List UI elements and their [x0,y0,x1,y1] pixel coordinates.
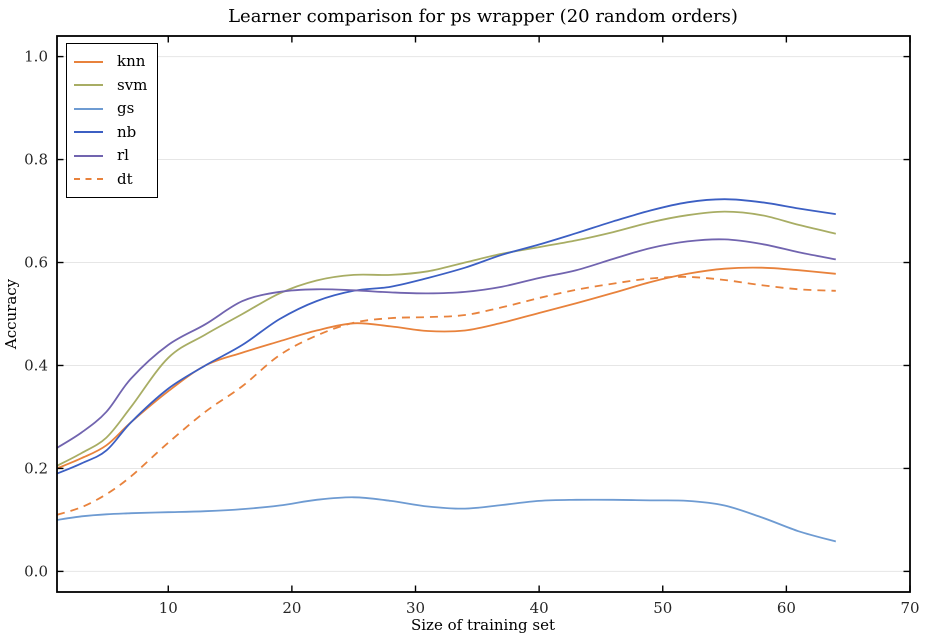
series-knn-line [56,266,836,470]
x-tick-label: 70 [900,599,919,617]
legend-line-sample-knn [74,60,103,63]
series-svm-line [56,210,837,467]
y-tick-label: 0.0 [24,562,48,580]
legend-item-rl: rl [74,144,157,168]
grid-layer [57,56,910,572]
series-gs-line [56,496,837,543]
legend-item-label: knn [117,52,146,71]
legend-line-sample-gs [74,107,103,110]
y-tick-label: 0.6 [24,254,48,272]
legend-item-svm: svm [74,74,157,98]
tick-labels-layer: 10 20 30 40 50 60 70 0.0 0.2 0.4 0.6 0.8 1.0 [24,48,919,617]
y-tick-label: 0.8 [24,151,48,169]
x-tick-label: 10 [159,599,178,617]
axes-frame [56,35,911,593]
y-axis-label: Accuracy [2,278,20,350]
series-dt-line [56,275,836,516]
x-tick-label: 30 [406,599,425,617]
curves-layer [56,198,837,543]
series-rl-line [56,238,836,449]
legend-item-label: gs [117,99,135,118]
legend-item-knn: knn [74,50,157,74]
legend-item-label: svm [117,75,148,94]
legend-item-dt: dt [74,168,157,192]
x-tick-label: 20 [282,599,301,617]
x-axis-label: Size of training set [411,616,555,634]
x-tick-label: 50 [653,599,672,617]
chart-title: Learner comparison for ps wrapper (20 ra… [228,6,738,27]
legend-line-sample-nb [74,131,103,134]
y-tick-label: 0.4 [24,356,48,374]
legend-line-sample-rl [74,154,103,157]
legend-item-label: rl [117,146,129,165]
ticks-layer [57,36,911,592]
y-tick-label: 0.2 [24,459,48,477]
legend-item-nb: nb [74,121,157,145]
x-tick-label: 40 [530,599,549,617]
legend-line-sample-svm [74,84,103,87]
legend: knn svm gs nb rl dt [66,43,158,198]
legend-line-sample-dt [74,178,103,181]
legend-item-gs: gs [74,97,157,121]
series-nb-line [56,198,836,475]
y-tick-label: 1.0 [24,48,48,66]
legend-item-label: nb [117,122,137,141]
x-tick-label: 60 [777,599,796,617]
plot-frame [56,35,911,593]
legend-item-label: dt [117,169,133,188]
